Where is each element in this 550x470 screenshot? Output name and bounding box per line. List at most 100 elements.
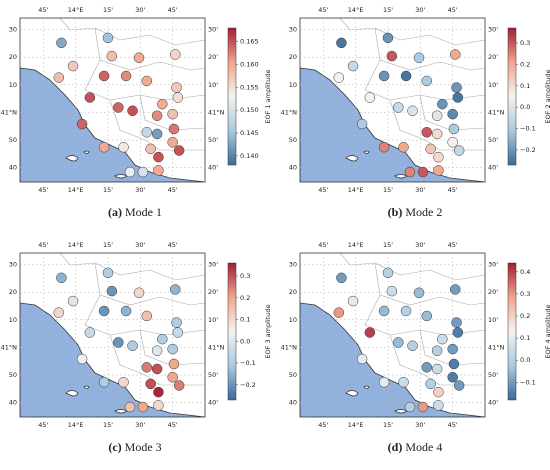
colorbar-tick-label: 0.3	[520, 39, 530, 47]
station	[382, 267, 394, 279]
station	[447, 136, 458, 148]
station	[171, 82, 182, 93]
station	[386, 50, 398, 62]
station	[356, 353, 368, 365]
x-tick-label: 15'	[103, 421, 113, 429]
station	[447, 108, 458, 120]
station	[171, 317, 182, 328]
y-tick-label: 10	[289, 316, 297, 324]
station	[106, 285, 118, 297]
map-panel: 45' 45' 14°E 14°E 15' 15' 30' 30' 45' 45' 30 20 10 41…	[1, 6, 272, 219]
x-tick-label: 45'	[448, 6, 458, 14]
x-tick-label: 15'	[103, 186, 113, 194]
colorbar	[507, 262, 517, 401]
station	[413, 52, 425, 64]
x-tick-label: 30'	[415, 186, 425, 194]
station	[433, 165, 444, 176]
colorbar-label: EOF 2 amplitude	[544, 69, 550, 123]
station	[141, 310, 153, 322]
station	[425, 143, 436, 155]
station	[421, 310, 433, 322]
station	[413, 287, 425, 299]
station	[120, 70, 132, 82]
station	[398, 376, 409, 388]
caption-label: (a)	[108, 205, 122, 219]
station	[356, 118, 368, 130]
caption: (a) Mode 1	[108, 205, 162, 219]
colorbar-tick-label: 0.0	[520, 103, 530, 111]
station	[157, 98, 168, 110]
station	[453, 145, 465, 156]
colorbar-tick-label: 0.0	[240, 337, 250, 345]
y-tick-label: 41°N	[488, 108, 505, 116]
station	[431, 128, 443, 140]
basemap	[300, 253, 485, 425]
y-tick-label: 41°N	[488, 343, 505, 351]
station	[141, 127, 153, 138]
station	[448, 123, 460, 135]
station	[118, 376, 129, 388]
station	[386, 285, 398, 297]
station	[431, 345, 443, 356]
y-tick-label: 41°N	[208, 108, 225, 116]
x-tick-label: 14°E	[348, 6, 364, 14]
station	[151, 363, 163, 375]
x-tick-label: 14°E	[348, 241, 364, 249]
y-tick-label: 41°N	[208, 343, 225, 351]
station	[167, 371, 178, 383]
station	[120, 305, 132, 317]
colorbar-tick-label: 0.0	[520, 356, 530, 364]
x-tick-label: 45'	[318, 6, 328, 14]
colorbar-label: EOF 4 amplitude	[544, 304, 550, 358]
x-tick-label: 45'	[448, 241, 458, 249]
station	[407, 340, 418, 352]
x-tick-label: 45'	[448, 186, 458, 194]
station	[378, 70, 390, 82]
y-tick-label: 40	[9, 399, 17, 407]
y-tick-label: 41°N	[1, 343, 18, 351]
station	[137, 166, 149, 178]
y-tick-label: 40	[289, 399, 297, 407]
station	[448, 358, 460, 370]
station	[417, 166, 429, 178]
station	[172, 327, 184, 338]
station	[98, 376, 110, 388]
y-tick-label: 30'	[488, 261, 498, 269]
x-tick-label: 45'	[448, 421, 458, 429]
y-tick-label: 10'	[208, 81, 218, 89]
y-tick-label: 10'	[488, 81, 498, 89]
station	[451, 317, 462, 328]
colorbar-tick-label: −0.1	[520, 125, 536, 133]
x-tick-label: 14°E	[68, 6, 84, 14]
x-tick-label: 30'	[135, 241, 145, 249]
y-tick-label: 20'	[488, 53, 498, 61]
station	[447, 371, 458, 383]
colorbar-tick-label: 0.2	[520, 312, 530, 320]
caption: (b) Mode 2	[388, 205, 443, 219]
y-tick-label: 40	[289, 164, 297, 172]
map-panel: 45' 45' 14°E 14°E 15' 15' 30' 30' 45' 45' 30 20 10 41…	[1, 241, 272, 454]
station	[451, 82, 462, 93]
station	[98, 70, 110, 82]
y-tick-label: 20'	[208, 288, 218, 296]
station	[404, 401, 416, 413]
y-tick-label: 40'	[488, 164, 498, 172]
colorbar-tick-label: 0.165	[240, 38, 259, 46]
x-tick-label: 30'	[415, 6, 425, 14]
map-panel: 45' 45' 14°E 14°E 15' 15' 30' 30' 45' 45' 30 20 10 41…	[281, 6, 550, 219]
y-tick-label: 10	[9, 81, 17, 89]
y-tick-label: 30	[9, 26, 17, 34]
y-tick-label: 50'	[488, 371, 498, 379]
station	[84, 92, 96, 103]
station	[167, 136, 178, 148]
x-tick-label: 14°E	[68, 186, 84, 194]
station	[400, 70, 412, 82]
caption-label: (c)	[108, 440, 121, 454]
y-tick-label: 20	[289, 288, 297, 296]
colorbar	[507, 27, 517, 166]
y-tick-label: 50'	[208, 136, 218, 144]
station	[407, 105, 418, 117]
x-tick-label: 30'	[135, 186, 145, 194]
colorbar-tick-label: 0.4	[520, 268, 530, 276]
x-tick-label: 45'	[38, 186, 48, 194]
